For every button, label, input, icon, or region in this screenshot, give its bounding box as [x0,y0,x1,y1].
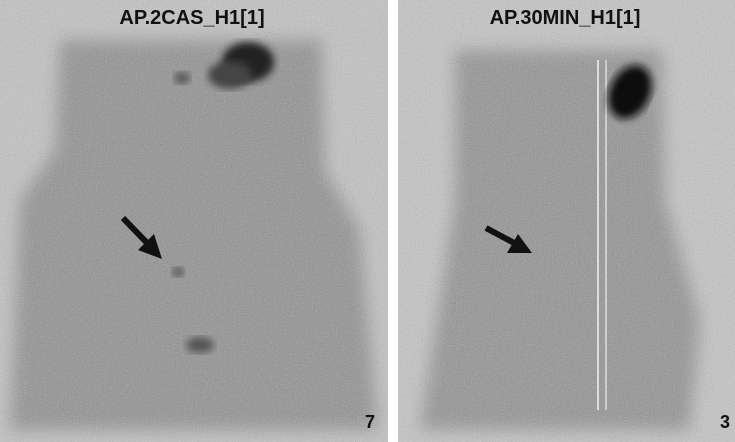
panel-title: AP.2CAS_H1[1] [119,7,264,29]
right-panel: AP.30MIN_H1[1] 3 [398,0,735,442]
left-panel: AP.2CAS_H1[1] 7 [0,0,388,442]
panel-title: AP.30MIN_H1[1] [490,7,641,29]
panel-number: 3 [720,412,730,432]
panel-number: 7 [365,412,375,432]
